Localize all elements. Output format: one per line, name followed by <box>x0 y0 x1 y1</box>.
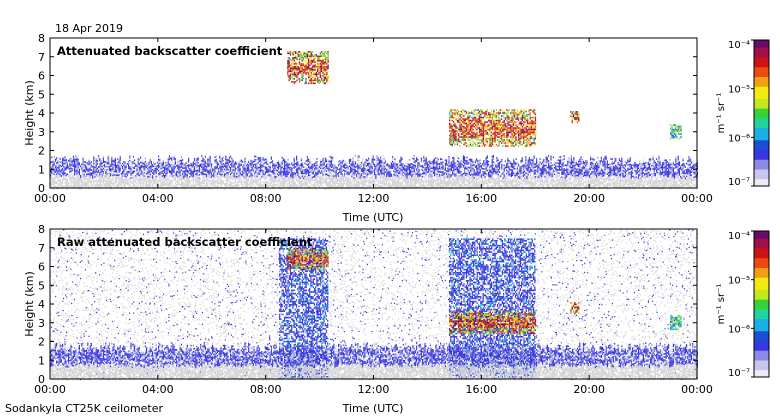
x-tick-label: 16:00 <box>465 192 497 205</box>
top-panel: Attenuated backscatter coefficient 01234… <box>23 32 769 224</box>
colorbar-label: m⁻¹ sr⁻¹ <box>716 284 727 325</box>
feature-cloud-6 <box>670 315 682 330</box>
y-tick-label: 3 <box>38 317 45 330</box>
colorbar-tick-label: 10⁻⁶ <box>728 133 750 144</box>
y-tick-label: 4 <box>38 298 45 311</box>
feature-cloud-1 <box>287 51 329 84</box>
top-plot-area <box>50 51 698 190</box>
y-tick-label: 8 <box>38 223 45 236</box>
colorbar-tick-label: 10⁻⁴ <box>728 40 750 51</box>
y-tick-label: 5 <box>38 88 45 101</box>
x-tick-label: 08:00 <box>250 383 282 396</box>
x-tick-label: 16:00 <box>465 383 497 396</box>
y-tick-label: 2 <box>38 336 45 349</box>
x-tick-label: 04:00 <box>142 192 174 205</box>
colorbar-tick-label: 10⁻⁴ <box>728 231 750 242</box>
y-tick-label: 5 <box>38 279 45 292</box>
bottom-panel: Raw attenuated backscatter coefficient 0… <box>23 223 769 415</box>
feature-cloud-4 <box>670 124 682 139</box>
date-label: 18 Apr 2019 <box>55 22 123 35</box>
x-tick-label: 12:00 <box>358 192 390 205</box>
y-tick-label: 7 <box>38 51 45 64</box>
feature-cloud-3 <box>570 111 579 123</box>
x-tick-label: 00:00 <box>681 192 713 205</box>
y-tick-label: 6 <box>38 70 45 83</box>
x-tick-label: 00:00 <box>34 383 66 396</box>
bottom-panel-title: Raw attenuated backscatter coefficient <box>57 235 313 249</box>
bottom-plot-area <box>50 229 698 381</box>
x-tick-label: 20:00 <box>573 192 605 205</box>
x-tick-label: 00:00 <box>34 192 66 205</box>
colorbar-tick-label: 10⁻⁷ <box>728 177 750 188</box>
bottom-y-axis-label: Height (km) <box>23 271 36 337</box>
top-x-axis-label: Time (UTC) <box>342 211 404 224</box>
y-tick-label: 8 <box>38 32 45 45</box>
colorbar-tick-label: 10⁻⁵ <box>728 85 750 96</box>
y-tick-label: 1 <box>38 354 45 367</box>
x-tick-label: 08:00 <box>250 192 282 205</box>
x-tick-label: 12:00 <box>358 383 390 396</box>
bottom-x-axis-label: Time (UTC) <box>342 402 404 415</box>
colorbar-label: m⁻¹ sr⁻¹ <box>716 93 727 134</box>
y-tick-label: 7 <box>38 242 45 255</box>
feature-boundary_layer-7 <box>50 342 698 380</box>
feature-cloud-3 <box>287 248 329 270</box>
colorbar-tick-label: 10⁻⁷ <box>728 368 750 379</box>
colorbar-tick-label: 10⁻⁵ <box>728 276 750 287</box>
y-tick-label: 4 <box>38 107 45 120</box>
x-tick-label: 04:00 <box>142 383 174 396</box>
y-tick-label: 2 <box>38 145 45 158</box>
instrument-label: Sodankyla CT25K ceilometer <box>5 402 164 415</box>
top-panel-title: Attenuated backscatter coefficient <box>57 44 283 58</box>
colorbar-tick-label: 10⁻⁶ <box>728 324 750 335</box>
y-tick-label: 3 <box>38 126 45 139</box>
x-tick-label: 20:00 <box>573 383 605 396</box>
feature-cloud-2 <box>449 109 536 147</box>
x-tick-label: 00:00 <box>681 383 713 396</box>
top-colorbar: 10⁻⁴ 10⁻⁵ 10⁻⁶ 10⁻⁷ m⁻¹ sr⁻¹ <box>716 40 769 188</box>
top-y-axis-label: Height (km) <box>23 80 36 146</box>
y-tick-label: 1 <box>38 163 45 176</box>
bottom-colorbar: 10⁻⁴ 10⁻⁵ 10⁻⁶ 10⁻⁷ m⁻¹ sr⁻¹ <box>716 231 769 379</box>
y-tick-label: 6 <box>38 261 45 274</box>
